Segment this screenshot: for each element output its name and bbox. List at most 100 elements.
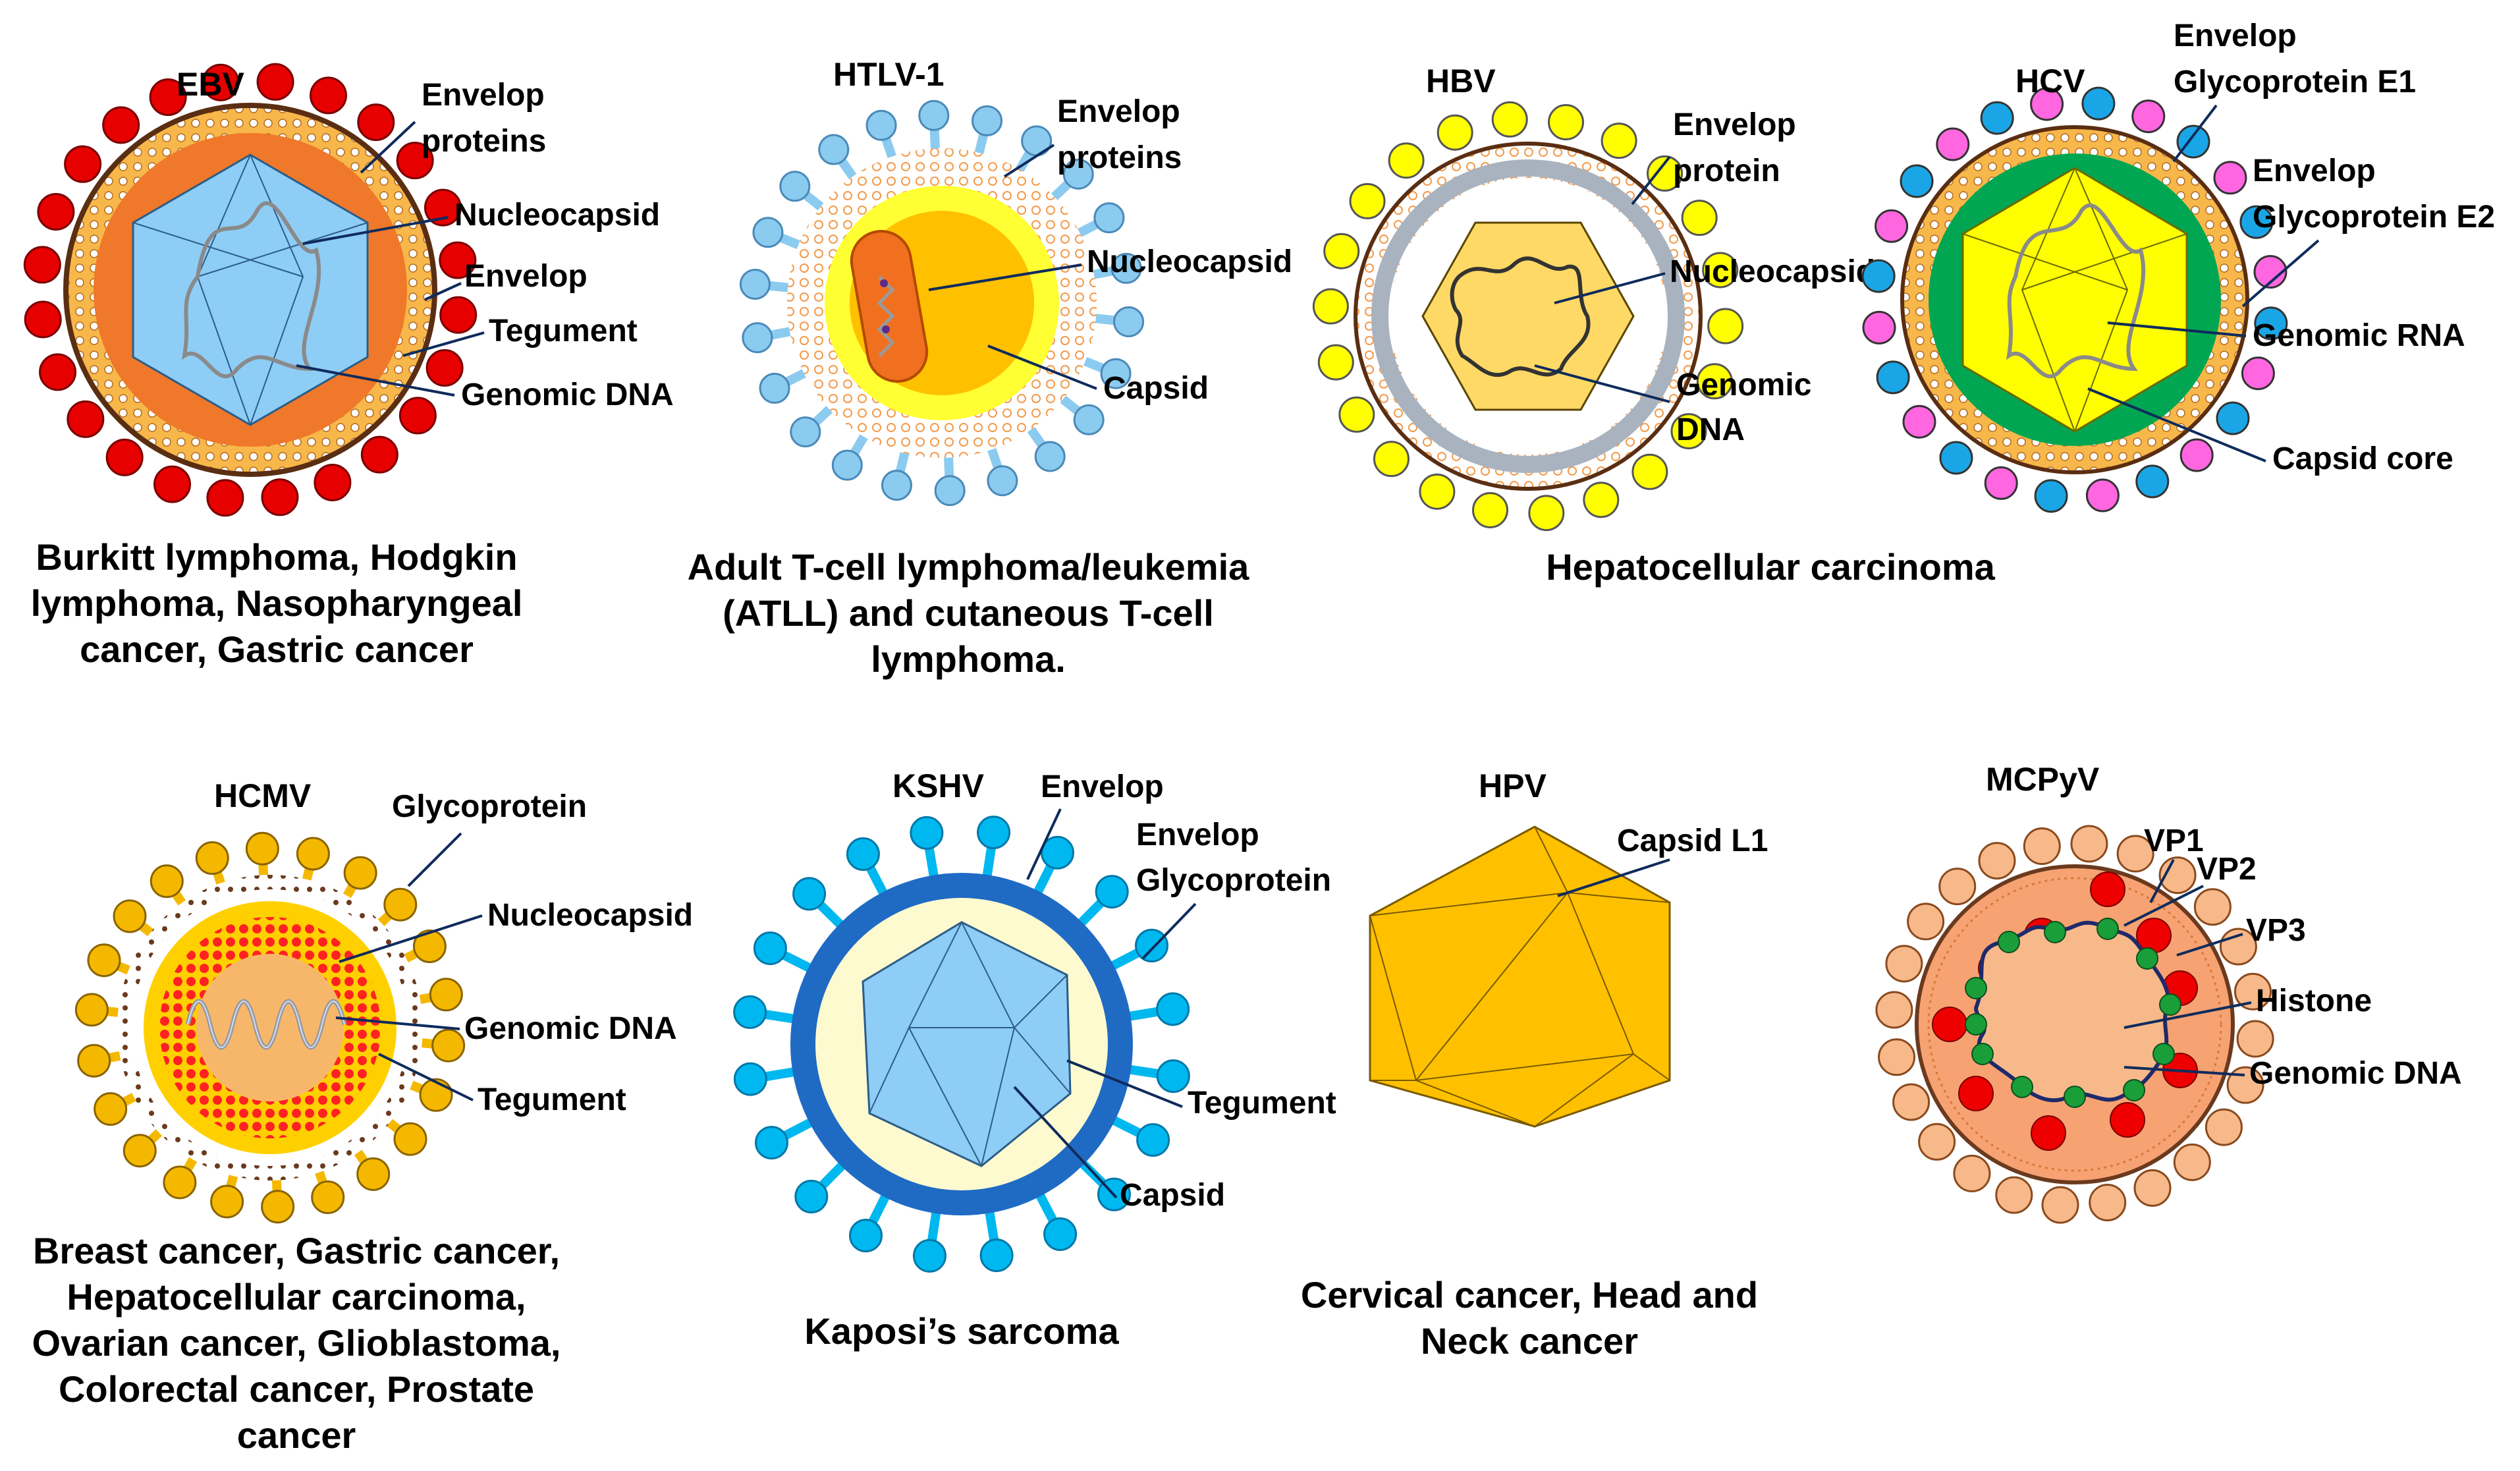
htlv1-envelope-protein — [759, 372, 790, 404]
mcpyv-vp1-outer-capsomere — [1907, 902, 1945, 941]
hcv-glycoprotein — [2239, 205, 2274, 239]
hcmv-caption-4: Colorectal cancer, Prostate — [59, 1368, 534, 1410]
hcv-capsid-facet-line — [2021, 233, 2187, 291]
mcpyv-vp1-outer-capsomere — [2236, 1020, 2274, 1058]
hcv-title: HCV — [2015, 63, 2085, 99]
kshv-envelope-glycoprotein — [1156, 1059, 1190, 1094]
mcpyv-histone — [1971, 1043, 1994, 1065]
mcpyv-label-histone: Histone — [2256, 984, 2372, 1018]
hcmv-label-nucleocapsid: Nucleocapsid — [487, 898, 693, 933]
kshv-caption-1: Kaposi’s sarcoma — [804, 1310, 1119, 1352]
hbv-title: HBV — [1426, 63, 1496, 99]
ebv-capsid-facets — [196, 154, 304, 427]
ebv-capsid-facet-line — [132, 222, 304, 277]
mcpyv-vp1-outer-capsomere — [2023, 827, 2061, 866]
mcpyv-histone — [2096, 918, 2119, 940]
mcpyv-histone — [2123, 1079, 2145, 1101]
mcpyv-vp1-outer-capsomere — [1885, 945, 1923, 983]
hcmv-genomic-dna-strand — [187, 1001, 345, 1048]
hcmv-glycoprotein — [163, 1165, 197, 1200]
hcmv-leader — [378, 1053, 474, 1101]
htlv1-envelope-protein — [752, 217, 784, 248]
htlv1-caption-2: (ATLL) and cutaneous T-cell — [723, 592, 1214, 634]
hpv-capsid-facet-line — [1415, 1053, 1634, 1081]
hbv-envelope-protein — [1670, 413, 1707, 450]
kshv-envelope-glycoprotein — [1136, 1123, 1170, 1157]
hcv-glycoprotein — [2241, 356, 2275, 391]
htlv1-leader — [1003, 144, 1055, 178]
hcmv-glycoprotein — [356, 1157, 391, 1191]
mcpyv-histone — [1998, 931, 2020, 953]
hcv-glycoprotein — [2131, 99, 2166, 134]
ebv-label-genomic-dna: Genomic DNA — [461, 377, 674, 412]
ebv-envelope-protein — [439, 296, 478, 334]
hcmv-glycoprotein — [296, 837, 330, 871]
ebv-envelope-protein — [206, 479, 244, 517]
hbv-envelope-protein — [1547, 104, 1584, 141]
htlv1-envelope-protein — [831, 449, 863, 481]
kshv-envelope-glycoprotein — [1095, 875, 1129, 909]
htlv1-envelope-protein — [987, 465, 1018, 497]
htlv1-label-nucleocapsid: Nucleocapsid — [1087, 244, 1292, 279]
hcmv-caption-1: Breast cancer, Gastric cancer, — [33, 1230, 560, 1271]
hcmv-leader — [335, 1016, 460, 1030]
kshv-envelope-glycoprotein — [846, 837, 880, 871]
hcmv-caption-5: cancer — [237, 1414, 356, 1456]
kshv-title: KSHV — [892, 767, 985, 804]
hbv-envelope-protein — [1583, 482, 1620, 518]
kshv-envelope-glycoprotein — [733, 1062, 767, 1096]
ebv-envelope-protein — [202, 63, 240, 101]
hpv-capsid — [1369, 825, 1671, 1128]
hcmv-glycoprotein — [210, 1184, 244, 1219]
hcmv-glycoprotein — [383, 887, 418, 922]
ebv-envelope-protein — [424, 188, 462, 227]
mcpyv-vp1-outer-capsomere — [2041, 1186, 2079, 1224]
hcmv-glycoprotein — [245, 831, 279, 866]
hbv-envelope-protein — [1323, 233, 1360, 269]
mcpyv-histone — [2152, 1043, 2175, 1065]
mcpyv-histone — [1965, 1013, 1987, 1036]
mcpyv-histones — [1965, 918, 2181, 1108]
hbv-envelope-protein — [1317, 344, 1354, 381]
ebv-envelope-protein — [39, 353, 77, 391]
mcpyv-label-genomic-dna: Genomic DNA — [2249, 1056, 2462, 1091]
htlv1-panel: HTLV-1 Envelop proteins Nucleocapsid Cap… — [688, 56, 1292, 680]
ebv-label-envelop-proteins-2: proteins — [422, 124, 546, 159]
ebv-envelope-protein — [396, 142, 434, 180]
hpv-caption-1: Cervical cancer, Head and — [1301, 1274, 1758, 1316]
mcpyv-vp1-outer-capsomere — [2089, 1183, 2127, 1221]
mcpyv-vp1-capsomere — [1932, 1007, 1967, 1042]
mcpyv-vp1-outer-capsomere — [1953, 1154, 1991, 1192]
hcv-glycoprotein — [2135, 464, 2170, 499]
hcv-glycoprotein — [2081, 86, 2116, 121]
ebv-envelope-protein — [309, 76, 347, 115]
hcv-leader — [2172, 104, 2218, 163]
htlv1-enzyme — [882, 325, 890, 333]
ebv-leader — [360, 121, 416, 174]
htlv1-envelope-protein — [1034, 441, 1066, 472]
kshv-envelope-glycoprotein — [849, 1219, 883, 1253]
hcmv-caption-3: Ovarian cancer, Glioblastoma, — [32, 1322, 561, 1364]
kshv-envelope-glycoprotein — [794, 1179, 829, 1213]
hcmv-glycoprotein — [94, 1092, 128, 1126]
hcv-glycoprotein — [2253, 255, 2287, 289]
hcv-leader — [2107, 321, 2247, 337]
htlv1-envelope-protein — [1110, 252, 1142, 284]
ebv-label-nucleocapsid: Nucleocapsid — [454, 198, 660, 233]
ebv-envelope-protein — [149, 78, 187, 117]
hcv-glycoprotein — [2254, 306, 2288, 341]
hcv-glycoprotein — [1902, 404, 1936, 439]
hbv-envelope-protein — [1631, 453, 1668, 490]
ebv-leader — [424, 282, 462, 301]
hcmv-caption-2: Hepatocellular carcinoma, — [67, 1276, 526, 1318]
hcmv-glycoprotein — [123, 1134, 157, 1168]
mcpyv-vp1-capsomere — [1958, 1076, 1994, 1111]
kshv-envelope-glycoprotein — [912, 1238, 946, 1273]
mcpyv-label-vp1: VP1 — [2144, 823, 2204, 858]
kshv-label-envelop: Envelop — [1041, 769, 1164, 804]
htlv1-envelope-protein — [972, 105, 1003, 136]
ebv-label-tegument: Tegument — [489, 314, 638, 348]
ebv-envelope-protein — [360, 435, 398, 474]
htlv1-envelope-protein — [1100, 358, 1132, 389]
